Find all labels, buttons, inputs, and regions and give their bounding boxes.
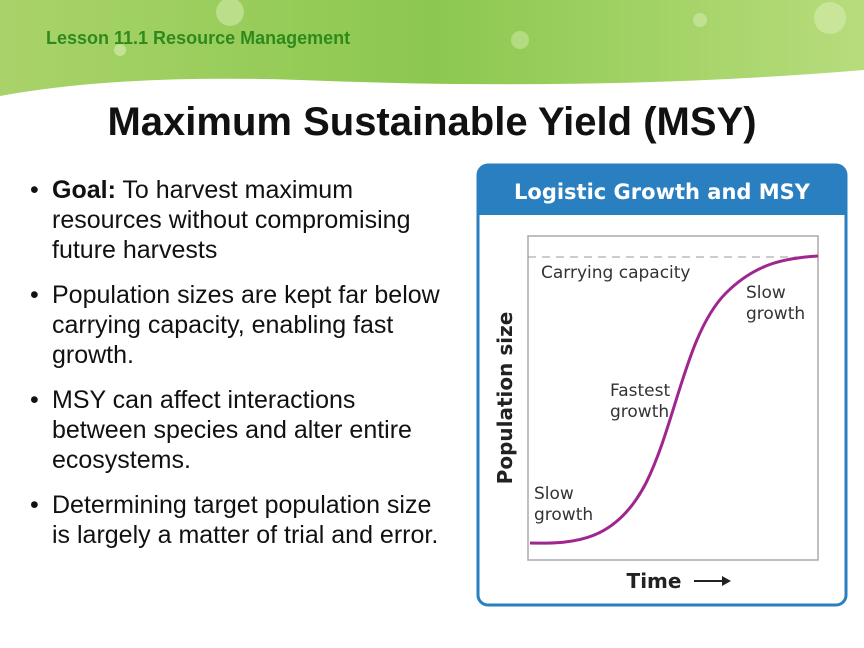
header-background [0, 0, 864, 96]
bullet: Population sizes are kept far below carr… [30, 280, 440, 370]
annotation: Fastest [610, 381, 670, 401]
x-axis-label: Time [627, 569, 682, 593]
slide-title: Maximum Sustainable Yield (MSY) [107, 100, 757, 144]
bullet: Determining target population size is la… [30, 490, 440, 550]
annotation: growth [610, 402, 669, 422]
figure-title: Logistic Growth and MSY [514, 180, 811, 204]
figure-header [478, 165, 846, 215]
annotation: Slow [534, 484, 574, 504]
annotation: growth [534, 505, 593, 525]
bullet: Goal: To harvest maximum resources witho… [30, 175, 440, 265]
bullet-label: Goal: [52, 176, 116, 204]
x-arrow-head [722, 576, 731, 586]
annotation: growth [746, 304, 805, 324]
annotation: Slow [746, 283, 786, 303]
bullet-text: MSY can affect interactions between spec… [52, 386, 412, 474]
bullet: MSY can affect interactions between spec… [30, 385, 440, 475]
bullet-list: Goal: To harvest maximum resources witho… [30, 175, 440, 565]
annotation: Carrying capacity [541, 263, 691, 283]
figure: Logistic Growth and MSY Carrying capacit… [476, 163, 848, 607]
lesson-label: Lesson 11.1 Resource Management [46, 28, 351, 48]
growth-curve [529, 254, 819, 545]
y-axis-label: Population size [493, 312, 517, 485]
plot-frame [527, 235, 819, 561]
bullet-text: To harvest maximum resources without com… [52, 176, 411, 264]
bullet-text: Determining target population size is la… [52, 491, 439, 549]
bullet-text: Population sizes are kept far below carr… [52, 281, 440, 369]
